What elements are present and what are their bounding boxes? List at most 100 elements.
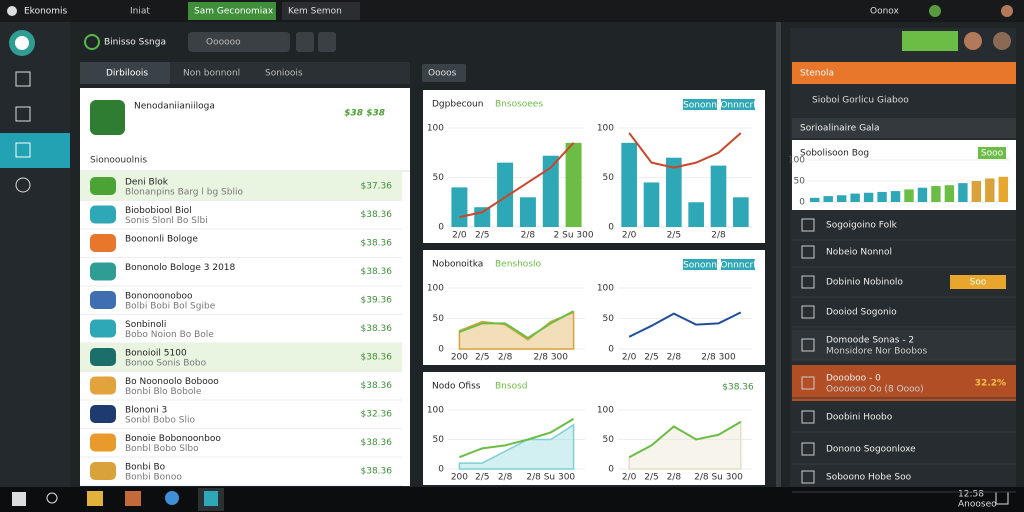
row-price: $38.36	[361, 467, 393, 477]
nav-button[interactable]	[422, 64, 466, 82]
action-button[interactable]	[902, 31, 958, 51]
bar	[643, 182, 660, 227]
x-tick-label: 2/8	[498, 473, 513, 483]
tab[interactable]: Sam Geconomiax	[194, 7, 274, 17]
row-icon	[801, 245, 815, 259]
avatar[interactable]	[964, 32, 982, 50]
row-title[interactable]: Bonoie Bobonoonboo	[125, 434, 221, 444]
row-title[interactable]: Soboono Hobe Soo	[826, 473, 912, 483]
card-button-label[interactable]: $38.36	[722, 383, 754, 393]
y-tick-label: 0	[799, 198, 805, 208]
row-title[interactable]: Bo Noonoolo Bobooo	[125, 377, 219, 387]
row-title[interactable]: Dooiod Sogonio	[826, 308, 897, 318]
row-value: Soo	[970, 278, 987, 288]
row-title[interactable]: Dobinio Nobinolo	[826, 278, 903, 288]
start-button[interactable]	[12, 492, 26, 506]
row-title[interactable]: Bononolo Bologe 3 2018	[125, 263, 236, 273]
card-button[interactable]	[683, 99, 717, 110]
row-title[interactable]: Bonoioil 5100	[125, 349, 187, 359]
card-button[interactable]	[721, 259, 755, 270]
card-button[interactable]	[721, 99, 755, 110]
search-box[interactable]	[188, 32, 290, 52]
card-button-label[interactable]: Sononn	[683, 261, 717, 271]
row-title[interactable]: Bononoonoboo	[125, 292, 193, 302]
tab[interactable]: Kem Semon	[288, 7, 342, 17]
y-tick-label: 100	[427, 284, 444, 294]
row-title[interactable]: Sonbinoli	[125, 320, 166, 330]
bar	[810, 197, 820, 202]
right-header	[792, 62, 1016, 84]
row-title[interactable]: Boononli Bologe	[125, 235, 198, 245]
row-sub: Bonbi Blo Bobole	[125, 387, 202, 397]
row-title[interactable]: Sogoigoino Folk	[826, 221, 898, 231]
row-badge	[950, 275, 1006, 289]
nav-tab-active[interactable]	[80, 62, 170, 84]
taskbar-app[interactable]	[87, 491, 103, 506]
card-button[interactable]	[683, 259, 717, 270]
taskbar-app[interactable]	[125, 491, 141, 506]
x-tick-label: 2/8	[521, 231, 536, 241]
search-text[interactable]: Oooooo	[206, 38, 241, 48]
row-title[interactable]: Doooboo - 0	[826, 374, 881, 384]
row-title[interactable]: Bonbi Bo	[125, 463, 166, 473]
icon[interactable]	[15, 106, 31, 122]
bar	[944, 185, 955, 202]
line	[628, 420, 742, 459]
y-tick-label: 50	[603, 314, 615, 324]
avatar[interactable]	[929, 5, 941, 17]
bar	[850, 193, 860, 202]
avatar[interactable]	[1001, 5, 1013, 17]
card-button-label[interactable]: Onnncrl	[720, 261, 755, 271]
user[interactable]: Oonox	[870, 7, 900, 17]
row-icon	[801, 376, 815, 390]
row-title[interactable]: Deni Blok	[125, 178, 169, 188]
right-section: Sorioalinaire Gala	[800, 124, 880, 134]
section-bar	[792, 118, 1016, 138]
avatar[interactable]	[993, 32, 1011, 50]
icon-button[interactable]	[296, 32, 314, 52]
bar	[890, 191, 901, 202]
taskbar-app[interactable]	[165, 491, 179, 505]
bar	[666, 157, 682, 227]
chart-badge-bg	[978, 147, 1006, 159]
row-title[interactable]: Blononi 3	[125, 406, 167, 416]
bar	[621, 142, 637, 227]
row-price: $38.36	[361, 210, 393, 220]
y-tick-label: 50	[603, 173, 615, 183]
row-sub: Bobo Noion Bo Bole	[125, 330, 214, 340]
icon[interactable]	[15, 142, 31, 158]
sidebar-active[interactable]	[0, 133, 70, 168]
tab-active[interactable]	[188, 2, 276, 20]
nav-tab[interactable]: Non bonnonl	[183, 69, 240, 79]
x-tick-label: 200	[451, 353, 468, 363]
x-tick-label: 2/0	[622, 473, 637, 483]
icon[interactable]	[15, 71, 31, 87]
row-icon	[90, 319, 116, 338]
row-title[interactable]: Biobobiool Biol	[125, 206, 192, 216]
card-button-label[interactable]: Sononn	[683, 101, 717, 111]
search-icon[interactable]	[46, 492, 58, 504]
row-title[interactable]: Donono Sogoonloxe	[826, 445, 916, 455]
icon-button[interactable]	[318, 32, 336, 52]
taskbar-app[interactable]	[204, 491, 218, 506]
row-title[interactable]: Domoode Sonas - 2	[826, 336, 914, 346]
nav-button-label[interactable]: Oooos	[428, 69, 457, 79]
row-icon	[801, 470, 815, 484]
row-title[interactable]: Doobini Hoobo	[826, 413, 893, 423]
card-button[interactable]	[721, 381, 755, 392]
card-button-label[interactable]: Onnncrl	[720, 101, 755, 111]
bar	[823, 196, 833, 202]
line	[459, 417, 575, 459]
scrollbar[interactable]	[776, 22, 781, 487]
nav-tab[interactable]: Sonioois	[265, 69, 303, 79]
row-title[interactable]: Nobeio Nonnol	[826, 248, 892, 258]
brand-logo	[90, 100, 125, 135]
row-icon	[90, 433, 116, 452]
row-sub: Bonbl Bobo Slbo	[125, 444, 199, 454]
card-title: Nodo Ofiss	[432, 382, 481, 392]
row-icon	[90, 262, 116, 281]
tab[interactable]: Iniat	[130, 7, 150, 17]
nav-tab[interactable]: Dirbiloois	[106, 69, 148, 79]
icon[interactable]	[15, 177, 31, 193]
tab-bg[interactable]	[282, 2, 360, 20]
